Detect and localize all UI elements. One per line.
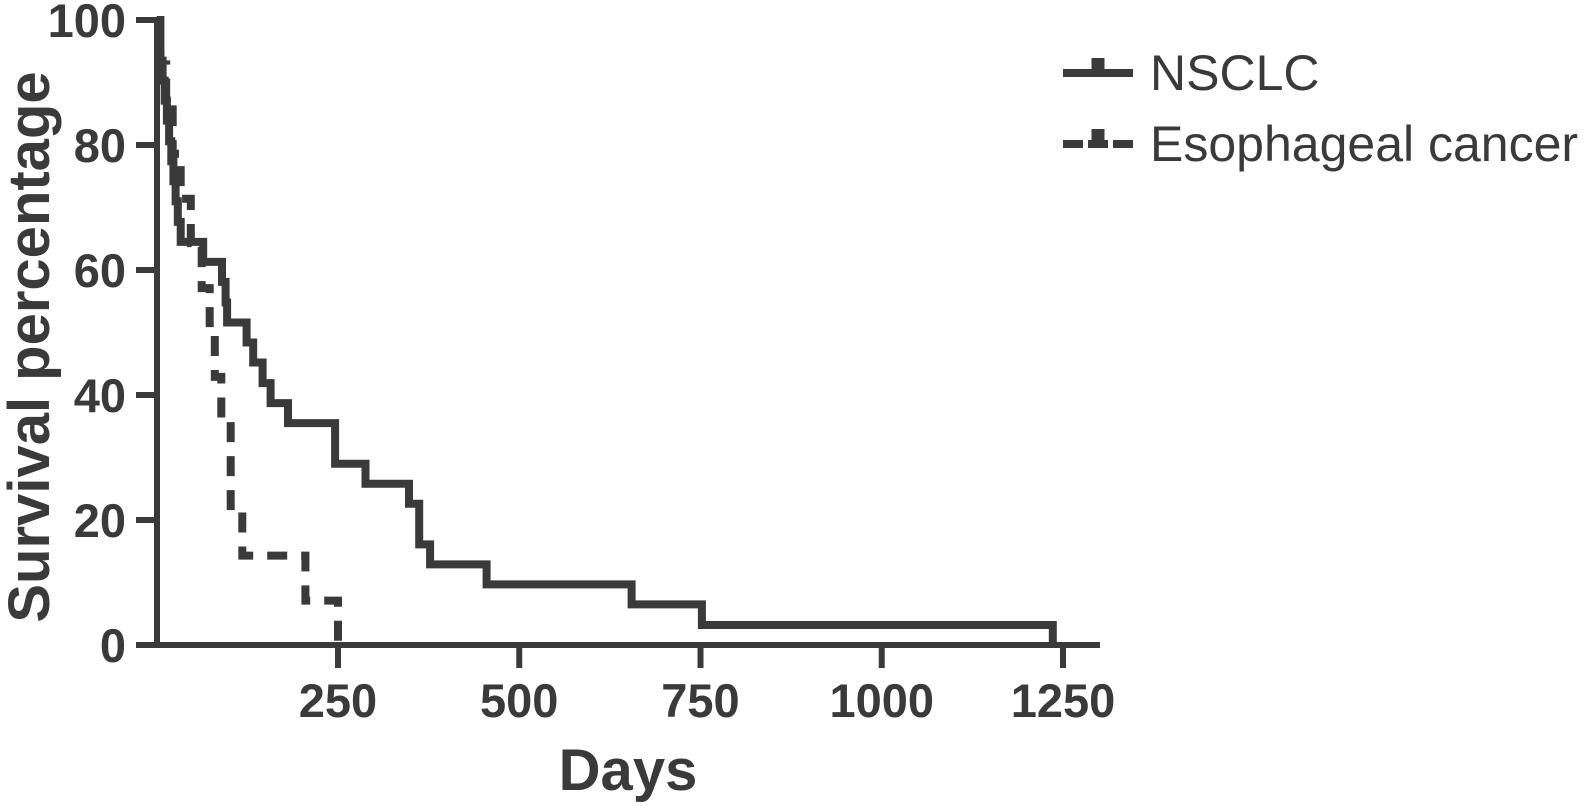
curve-esophageal-cancer: [156, 16, 342, 645]
legend-label-nsclc: NSCLC: [1150, 45, 1319, 101]
legend-item-esophageal-cancer: Esophageal cancer: [1063, 116, 1578, 172]
x-tick-label-500: 500: [480, 674, 558, 727]
x-tick-label-1000: 1000: [829, 674, 934, 727]
y-tick-label-0: 0: [100, 619, 126, 672]
legend-item-nsclc: NSCLC: [1063, 45, 1319, 101]
x-tick-label-750: 750: [661, 674, 739, 727]
y-tick-label-40: 40: [74, 369, 126, 422]
y-tick-label-20: 20: [74, 494, 126, 547]
x-axis-title: Days: [559, 738, 698, 803]
x-tick-label-1250: 1250: [1011, 674, 1116, 727]
legend-label-esophageal-cancer: Esophageal cancer: [1150, 116, 1578, 172]
y-tick-label-100: 100: [48, 0, 126, 47]
curve-nsclc: [154, 16, 1057, 645]
y-tick-label-80: 80: [74, 119, 126, 172]
x-tick-label-250: 250: [299, 674, 377, 727]
y-tick-label-60: 60: [74, 244, 126, 297]
y-axis-title: Survival percentage: [0, 71, 62, 622]
